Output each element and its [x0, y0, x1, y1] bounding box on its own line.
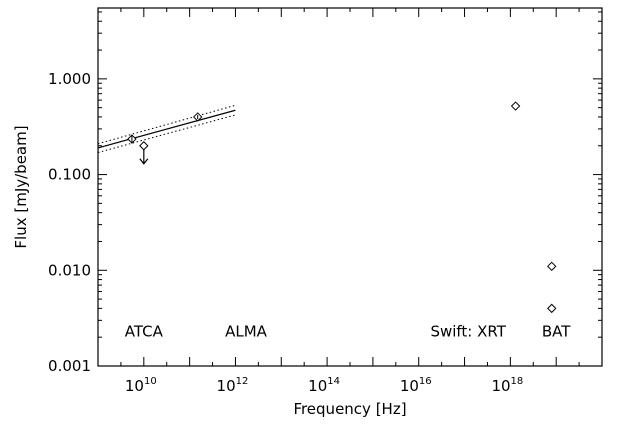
y-tick-label: 0.001	[48, 357, 91, 375]
annotation-label: Swift: XRT	[430, 323, 506, 341]
y-tick-label: 0.010	[48, 261, 91, 279]
annotation-label: ALMA	[225, 323, 268, 341]
x-tick-label: 1012	[217, 376, 249, 395]
data-point	[547, 303, 557, 314]
data-points	[127, 101, 557, 314]
fit-lower-line	[97, 114, 236, 154]
x-tick-labels: 1010 1012 1014 1016 1018	[125, 376, 523, 395]
y-axis-ticks	[98, 11, 602, 367]
fit-lines	[97, 104, 236, 154]
data-point	[510, 101, 521, 111]
plot-frame	[97, 7, 603, 367]
x-tick-label: 1010	[125, 376, 157, 395]
y-tick-label: 0.100	[48, 166, 91, 184]
fit-best-line	[97, 109, 236, 149]
y-tick-label: 1.000	[48, 70, 91, 88]
annotations: ATCA ALMA Swift: XRT BAT	[125, 323, 572, 341]
y-axis-label: Flux [mJy/beam]	[12, 125, 30, 248]
data-point	[547, 261, 557, 272]
x-tick-label: 1018	[491, 376, 523, 395]
annotation-label: ATCA	[125, 323, 164, 341]
annotation-label: BAT	[542, 323, 571, 341]
x-axis-label: Frequency [Hz]	[293, 400, 406, 418]
x-axis-ticks	[97, 8, 603, 366]
fit-upper-line	[97, 104, 236, 145]
data-point	[139, 141, 149, 151]
x-tick-label: 1016	[400, 376, 432, 395]
x-tick-label: 1014	[308, 376, 340, 395]
upper-limit-arrowhead	[139, 158, 149, 165]
y-tick-labels: 0.001 0.010 0.100 1.000	[48, 70, 91, 375]
